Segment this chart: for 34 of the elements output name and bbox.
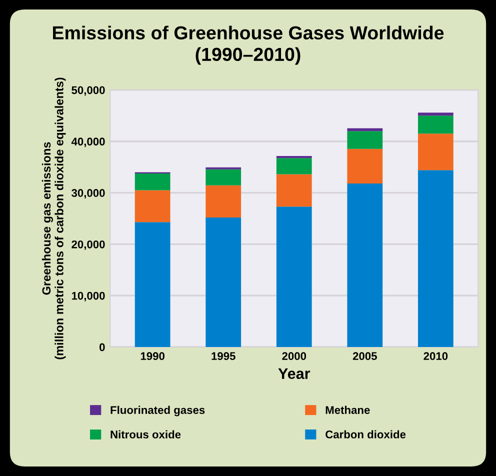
bar <box>418 116 454 134</box>
bar <box>418 170 454 348</box>
x-tick-label: 1990 <box>140 352 164 360</box>
y-tick-label: 20,000 <box>72 240 105 250</box>
y-tick-label: 10,000 <box>72 292 105 302</box>
bar <box>206 217 242 348</box>
bar <box>134 190 170 222</box>
y-tick-label: 40,000 <box>71 138 105 148</box>
x-tick-label: 1995 <box>212 352 236 360</box>
legend-label: Nitrous oxide <box>110 430 181 438</box>
x-tick-label: 2000 <box>282 352 306 360</box>
y-tick-label: 50,000 <box>72 86 105 96</box>
chart-title: Emissions of Greenhouse Gases Worldwide (1990–2010) <box>53 26 444 65</box>
bar <box>134 222 170 348</box>
y-axis-title: Greenhouse gas emissions (million metric tons of carbon dioxide equivalents) <box>42 78 66 360</box>
bar <box>276 158 312 174</box>
bar <box>418 112 454 116</box>
x-tick-label: 2010 <box>424 352 448 360</box>
bar <box>347 184 383 348</box>
bar <box>418 134 454 170</box>
bar <box>206 169 242 186</box>
bar <box>276 174 312 207</box>
bar <box>206 185 242 218</box>
x-tick-label: 2005 <box>352 352 377 360</box>
x-axis-title: Year <box>278 368 310 379</box>
legend-label: Carbon dioxide <box>326 430 406 438</box>
legend-label: Fluorinated gases <box>110 406 205 416</box>
y-tick-label: 30,000 <box>72 189 105 199</box>
bar <box>134 174 170 190</box>
bar <box>347 131 383 149</box>
bar <box>347 148 383 184</box>
bar <box>276 206 312 348</box>
y-tick-label: 0 <box>100 343 105 352</box>
legend-label: Methane <box>326 406 370 414</box>
